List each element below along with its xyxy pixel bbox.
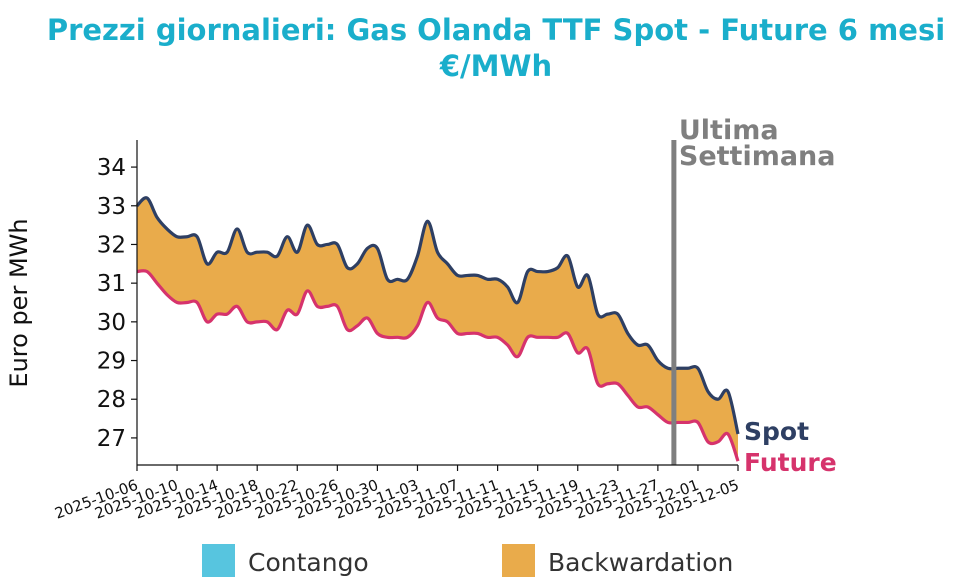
- legend-swatch-backwardation: [502, 544, 535, 577]
- legend: Contango Backwardation: [202, 544, 733, 577]
- series-label-future: Future: [744, 448, 837, 477]
- y-tick-label: 27: [97, 426, 126, 452]
- spot-line: [135, 196, 740, 435]
- y-tick-label: 32: [97, 232, 126, 258]
- axes: [136, 140, 738, 466]
- y-tick-label: 31: [97, 271, 126, 297]
- series-label-spot: Spot: [744, 417, 809, 446]
- legend-label-contango: Contango: [248, 548, 369, 577]
- line-layer: [135, 196, 740, 462]
- y-tick-label: 28: [97, 387, 126, 413]
- chart-title: Prezzi giornalieri: Gas Olanda TTF Spot …: [47, 13, 945, 47]
- y-tick-label: 34: [97, 155, 126, 181]
- y-ticks: 27 28 29 30 31 32 33 34: [97, 155, 137, 452]
- last-week-label-line1: Ultima: [679, 115, 779, 146]
- legend-label-backwardation: Backwardation: [548, 548, 733, 577]
- x-ticks: 2025-10-062025-10-102025-10-142025-10-18…: [52, 465, 741, 523]
- y-tick-label: 33: [97, 194, 126, 220]
- future-line: [136, 269, 740, 462]
- last-week-label-line2: Settimana: [679, 141, 836, 172]
- annotation-layer: Ultima Settimana: [671, 115, 836, 465]
- y-tick-label: 30: [97, 310, 126, 336]
- backwardation-area: [137, 197, 738, 462]
- legend-swatch-contango: [202, 544, 235, 577]
- chart-subtitle: €/MWh: [439, 49, 552, 83]
- area-layer: [137, 197, 738, 462]
- y-axis-title: Euro per MWh: [5, 218, 33, 387]
- y-tick-label: 29: [97, 349, 126, 375]
